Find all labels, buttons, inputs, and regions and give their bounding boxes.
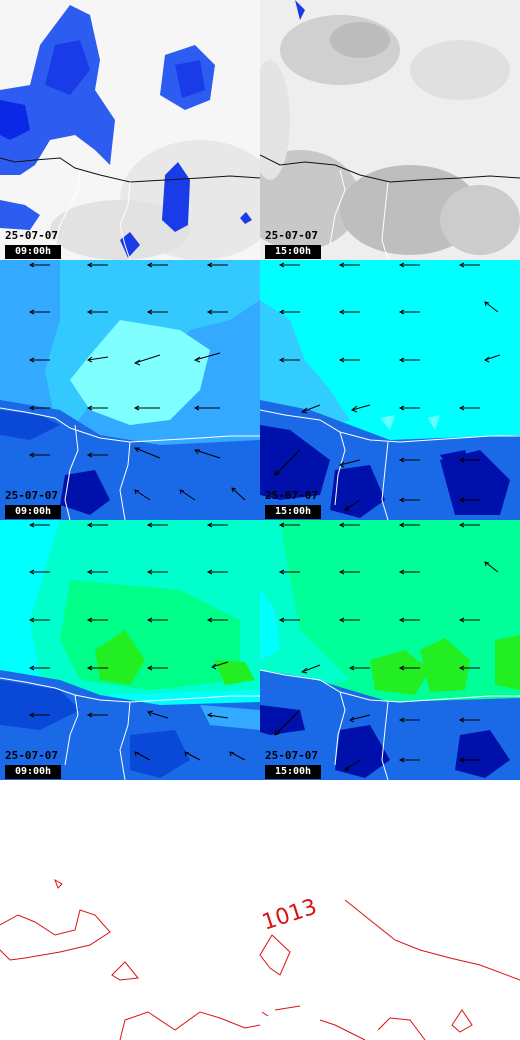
isobar-map: 1013 bbox=[0, 780, 520, 1040]
date-label: 25-07-07 bbox=[5, 229, 58, 242]
time-label: 15:00h bbox=[265, 765, 321, 779]
humidity-map-1500: 25-07-07 15:00h bbox=[260, 520, 520, 780]
wind-field bbox=[260, 260, 520, 520]
date-label: 25-07-07 bbox=[265, 489, 318, 502]
precipitation-map-0900: 25-07-07 09:00h bbox=[0, 0, 260, 260]
wind-arrows bbox=[28, 522, 246, 761]
humidity-field bbox=[260, 520, 520, 780]
time-label: 09:00h bbox=[5, 505, 61, 519]
date-label: 25-07-07 bbox=[265, 749, 318, 762]
timestamp: 25-07-07 09:00h bbox=[5, 229, 61, 260]
date-label: 25-07-07 bbox=[5, 749, 58, 762]
timestamp: 25-07-07 09:00h bbox=[5, 489, 61, 520]
isobar-lines: 1013 bbox=[0, 878, 520, 1040]
cloud-cover-map-1500: 25-07-07 15:00h bbox=[260, 0, 520, 260]
wind-map-1500: 25-07-07 15:00h bbox=[260, 260, 520, 520]
timestamp: 25-07-07 15:00h bbox=[265, 489, 321, 520]
date-label: 25-07-07 bbox=[5, 489, 58, 502]
wind-map-0900: 25-07-07 09:00h bbox=[0, 260, 260, 520]
time-label: 09:00h bbox=[5, 765, 61, 779]
time-label: 15:00h bbox=[265, 245, 321, 259]
wind-field bbox=[0, 260, 260, 520]
date-label: 25-07-07 bbox=[265, 229, 318, 242]
wind-arrows bbox=[28, 262, 246, 501]
timestamp: 25-07-07 15:00h bbox=[265, 749, 321, 780]
timestamp: 25-07-07 15:00h bbox=[265, 229, 321, 260]
precipitation-field bbox=[0, 0, 260, 260]
wind-arrows bbox=[274, 262, 501, 511]
cloud-field bbox=[260, 0, 520, 260]
humidity-map-0900: 25-07-07 09:00h bbox=[0, 520, 260, 780]
humidity-field bbox=[0, 520, 260, 780]
time-label: 09:00h bbox=[5, 245, 61, 259]
time-label: 15:00h bbox=[265, 505, 321, 519]
timestamp: 25-07-07 09:00h bbox=[5, 749, 61, 780]
wind-arrows bbox=[274, 522, 499, 771]
isobar-label: 1013 bbox=[259, 895, 320, 936]
